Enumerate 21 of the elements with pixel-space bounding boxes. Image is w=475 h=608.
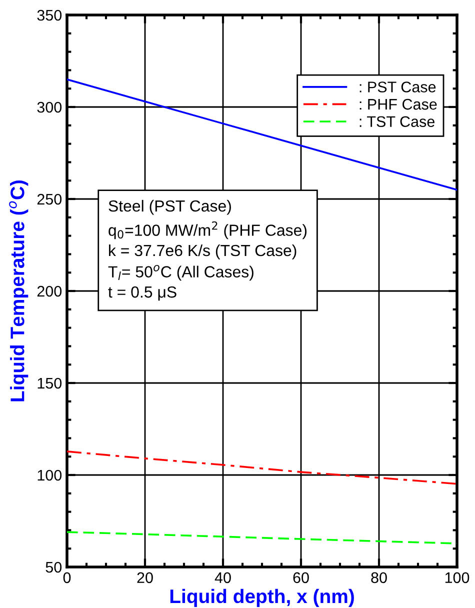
y-axis-title: Liquid Temperature ($^{o}$C) — [9, 180, 28, 402]
y-tick-label: 350 — [37, 10, 62, 21]
y-tick-label: 50 — [46, 562, 62, 573]
x-tick-label: 100 — [445, 572, 470, 584]
line-series — [67, 450, 457, 485]
y-tick-label: 150 — [38, 378, 62, 389]
text: Steel (PST Case) q$_{0}$=100 MW/m$^{2}$ (PHF Case) k = 37.7e6 K/s (TST Case) T$_{l}$= 50$^{o}$C (All Cases) t = 0.5 μS — [108, 200, 307, 301]
y-tick-label: 250 — [37, 194, 62, 205]
legend-label: : TST Case — [360, 116, 434, 128]
x-tick-label: 20 — [137, 572, 153, 584]
legend-label: : PHF Case — [360, 98, 437, 110]
x-tick-label: 40 — [214, 572, 231, 584]
x-axis-title: Liquid depth, x (nm) — [170, 588, 354, 608]
legend-label: : PST Case — [360, 82, 436, 92]
y-tick-label: 200 — [37, 286, 62, 297]
y-tick-label: 300 — [37, 102, 62, 113]
x-tick-label: 0 — [63, 572, 71, 584]
line-series — [67, 78, 457, 191]
x-tick-label: 80 — [371, 572, 387, 584]
y-tick-label: 100 — [38, 470, 62, 481]
x-tick-label: 60 — [293, 572, 309, 584]
